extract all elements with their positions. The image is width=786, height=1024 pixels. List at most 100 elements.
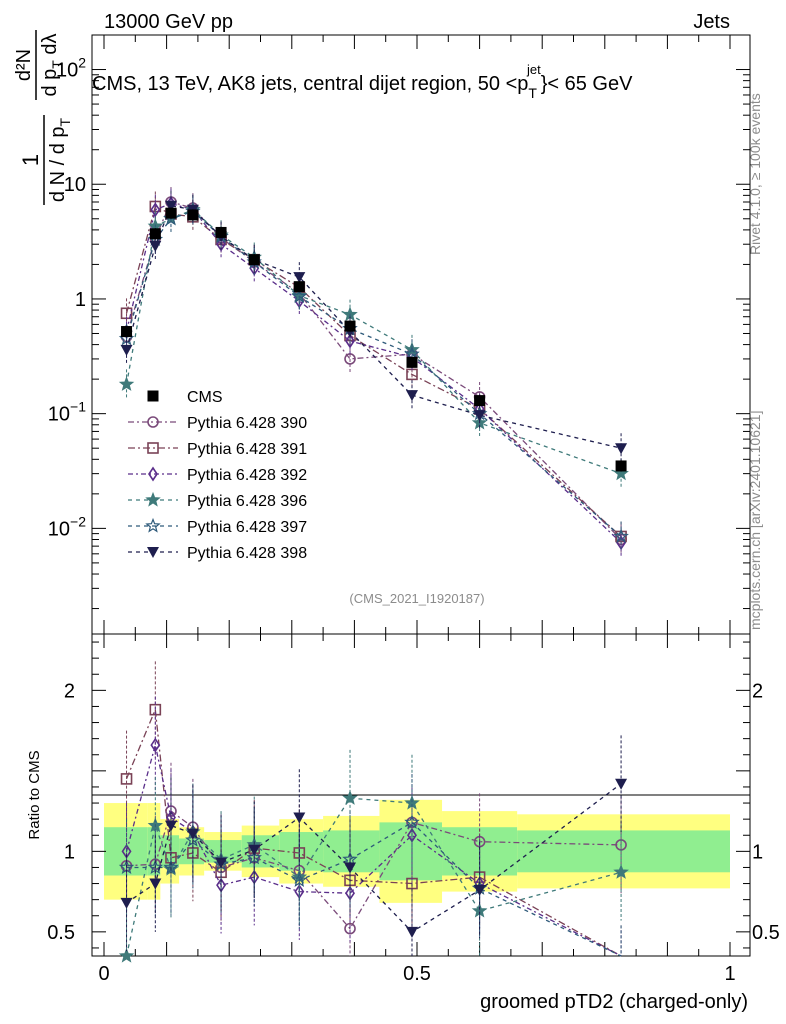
y-axis-label-main: 1 d N / d pT d²N d pT dλ [13,30,73,205]
ratio-band-inner [241,835,280,868]
marker-shape [344,862,357,874]
x-tick-label: 1 [724,963,735,985]
marker-shape [149,878,162,890]
legend-label: Pythia 6.428 398 [187,545,307,562]
y-tick-label-ratio-right: 0.5 [752,922,780,944]
marker-shape [291,872,308,887]
marker-shape [345,333,355,349]
marker-square [215,226,227,238]
marker-square [121,326,133,338]
svg-text:1: 1 [18,154,43,166]
marker-star-open [163,859,179,875]
marker-shape [121,326,133,338]
marker-shape [145,517,161,533]
marker-shape [615,778,628,790]
marker-shape [342,851,358,867]
marker-shape [613,864,629,879]
marker-square [406,356,418,368]
ratio-line [126,810,622,930]
ratio-uncertainty-bands [104,799,730,903]
marker-shape [120,897,133,909]
marker-triangle-down [615,443,628,455]
marker-star-open [291,288,308,304]
marker-triangle-down [120,344,133,356]
marker-triangle-down [149,878,162,890]
ratio-band-inner [517,830,730,873]
marker-square [187,209,199,221]
ratio-plot-series [118,661,629,963]
analysis-id: (CMS_2021_I1920187) [349,591,484,606]
marker-diamond-open [216,236,227,252]
marker-diamond-open [150,202,161,218]
marker-triangle-down [164,820,177,832]
marker-shape [164,820,177,832]
marker-shape [215,226,227,238]
legend-label: Pythia 6.428 396 [187,493,307,510]
legend-label: Pythia 6.428 392 [187,467,307,484]
x-tick-label: 0.5 [403,963,431,985]
marker-triangle-down [215,857,228,869]
marker-shape [406,356,418,368]
rivet-label: Rivet 4.1.0, ≥ 100k events [747,93,763,255]
axis-ticks: 0 0.5 1 10−2 10−1 1 10 102 0.5 0.5 1 1 2 2 [47,34,780,985]
marker-shape [293,812,306,824]
marker-shape [216,236,227,252]
marker-shape [150,737,161,753]
marker-triangle-down [149,240,162,252]
main-plot-series [118,187,629,558]
marker-shape [293,281,305,293]
marker-diamond-open [150,737,161,753]
ratio-line [125,744,622,957]
marker-square [344,320,356,332]
marker-triangle-down [473,410,486,422]
marker-diamond-open [345,333,355,349]
marker-triangle-down [473,884,486,896]
marker-triangle-down [615,778,628,790]
x-axis-label: groomed pTD2 (charged-only) [480,991,748,1013]
marker-shape [118,947,135,963]
marker-shape [404,814,420,829]
marker-star-open [342,851,358,867]
marker-shape [163,859,179,875]
marker-shape [291,288,308,304]
marker-triangle-down [405,926,418,938]
marker-star-open [145,517,161,533]
header-left: 13000 GeV pp [104,11,233,33]
marker-shape [149,240,162,252]
marker-square [147,390,159,402]
series-line [125,208,622,475]
marker-shape [248,254,260,266]
header-right: Jets [693,11,730,33]
y-tick-label-ratio: 1 [64,841,75,863]
series-line [125,201,622,540]
marker-triangle-down [147,547,159,558]
marker-shape [473,410,486,422]
y-tick-label-main: 10−2 [48,513,86,540]
series-line [125,205,622,537]
marker-shape [615,460,627,472]
marker-shape [344,320,356,332]
y-tick-label-main: 10 [64,174,86,196]
y-tick-label-ratio: 0.5 [47,922,75,944]
y-tick-label-ratio: 2 [64,680,75,702]
marker-star [342,790,358,805]
marker-star [118,376,135,391]
marker-shape [473,884,486,896]
marker-star-open [291,872,308,887]
marker-shape [165,207,177,219]
marker-square [474,395,486,407]
legend-label: Pythia 6.428 391 [187,441,307,458]
marker-shape [118,376,135,391]
marker-shape [187,209,199,221]
marker-square [293,281,305,293]
marker-triangle-down [120,897,133,909]
marker-shape [147,416,159,428]
marker-triangle-down [293,812,306,824]
legend-label: Pythia 6.428 390 [187,415,307,432]
svg-text:d²N: d²N [13,49,35,81]
marker-shape [149,228,161,240]
marker-shape [248,844,261,856]
y-tick-label-main: 10−1 [48,399,86,426]
marker-shape [215,857,228,869]
